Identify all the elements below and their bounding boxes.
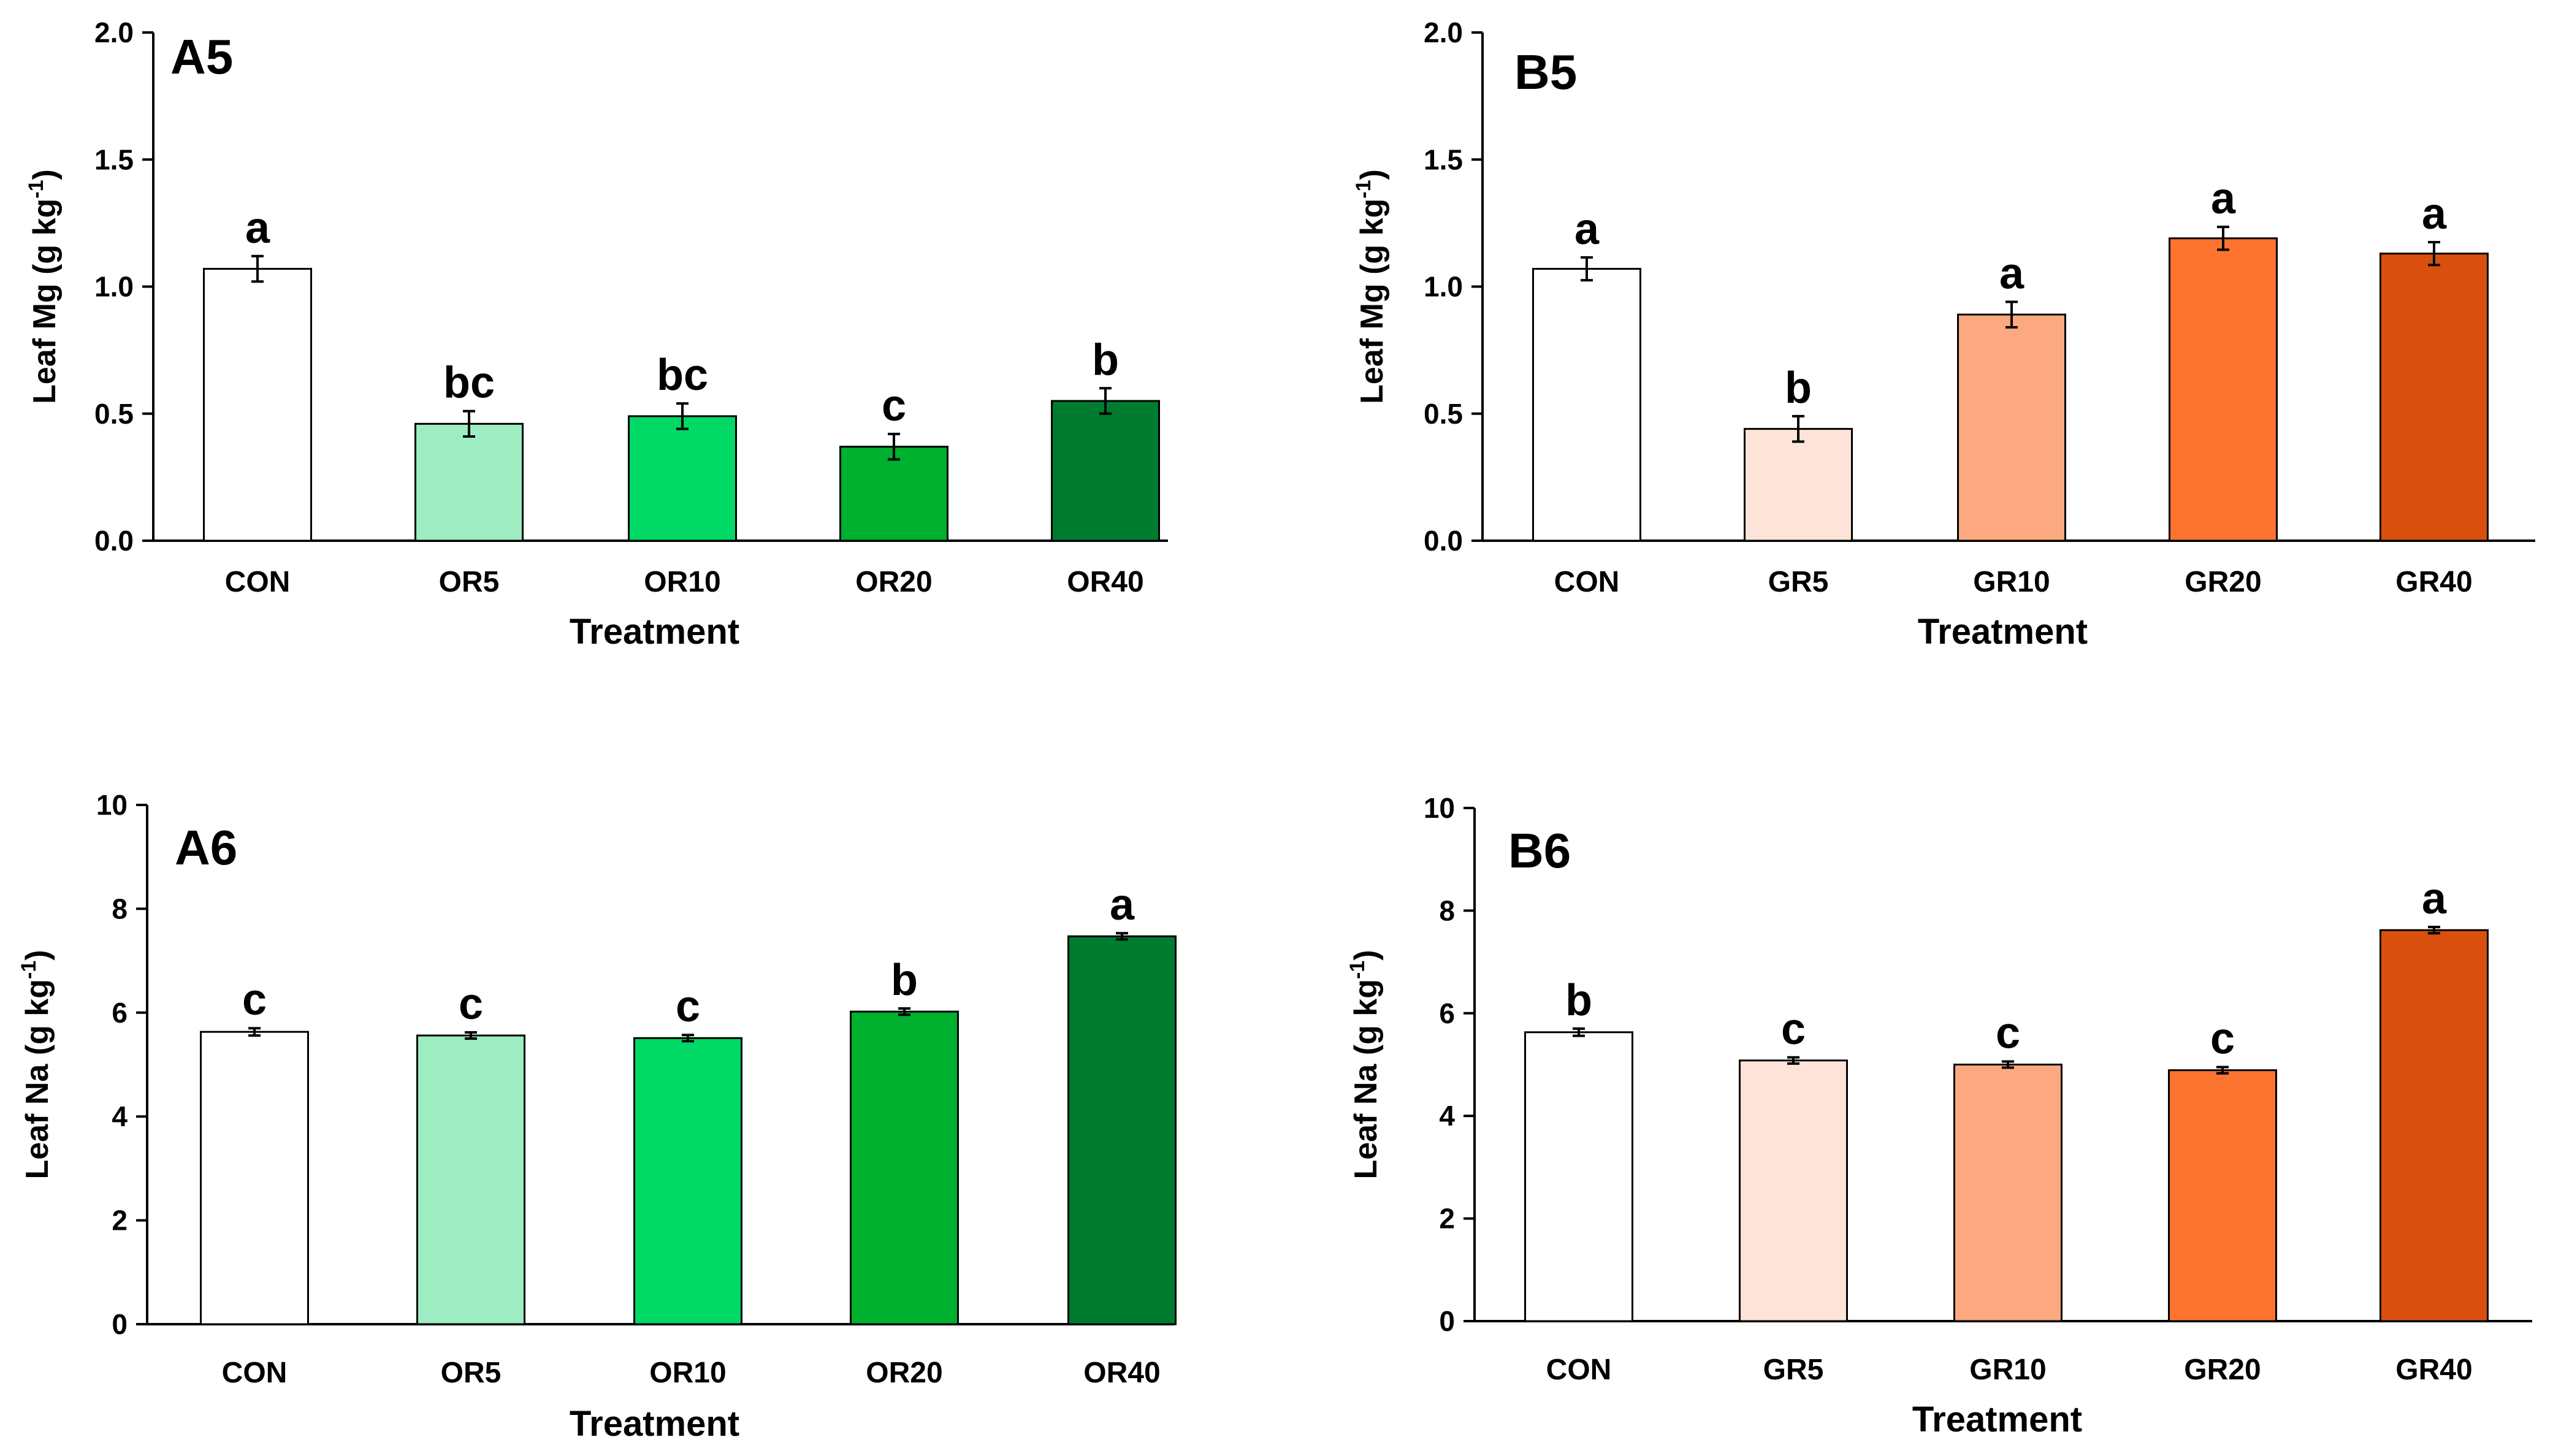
significance-letter: a	[2422, 874, 2447, 923]
panel-label: B5	[1514, 45, 1577, 99]
bar-gr10	[1953, 1064, 2063, 1322]
significance-letter: a	[1574, 205, 1600, 254]
x-axis-title: Treatment	[1918, 612, 2088, 652]
significance-letter: b	[1565, 976, 1592, 1025]
bar-con	[200, 1031, 309, 1325]
y-tick-label: 0.0	[1424, 525, 1463, 557]
panel-label: A6	[175, 820, 237, 875]
x-tick-label: GR20	[2185, 566, 2261, 598]
y-tick-label: 1.5	[1424, 143, 1463, 175]
y-tick-label: 10	[96, 789, 128, 821]
y-tick-label: 0	[1439, 1305, 1455, 1337]
significance-letter: bc	[657, 351, 708, 400]
chart-panel-b5: 0.0 0.5 1.0 1.5 2.0 a CON b GR5 a GR10 a GR20 a GR40 Tr…	[1352, 17, 2535, 652]
x-tick-label: OR20	[855, 566, 932, 598]
y-tick-label: 0.5	[94, 398, 134, 430]
y-tick-label: 0.5	[1424, 398, 1463, 430]
bar-gr10	[1957, 313, 2066, 542]
x-tick-label: OR40	[1083, 1357, 1160, 1389]
y-tick-label: 1.0	[1424, 271, 1463, 303]
bar-gr20	[2169, 237, 2278, 542]
significance-letter: c	[242, 975, 267, 1024]
x-axis-title: Treatment	[570, 1404, 739, 1444]
y-tick-label: 0	[112, 1308, 128, 1340]
significance-letter: b	[1785, 364, 1812, 413]
bar-gr5	[1739, 1059, 1848, 1322]
chart-panel-a6: 0 2 4 6 8 10 c CON c OR5 c OR10 b OR20 a OR40 Treatment L…	[17, 789, 1177, 1444]
y-tick-label: 8	[112, 893, 128, 924]
significance-letter: c	[882, 381, 906, 430]
x-tick-label: GR10	[1969, 1354, 2046, 1386]
y-tick-label: 6	[112, 997, 128, 1029]
y-tick-label: 2	[1439, 1203, 1455, 1235]
y-tick-label: 2.0	[1424, 17, 1463, 48]
y-tick-label: 8	[1439, 894, 1455, 926]
y-axis-title: Leaf Na (g kg-1)	[17, 950, 55, 1179]
y-axis-title: Leaf Mg (g kg-1)	[1352, 169, 1390, 404]
significance-letter: b	[1092, 335, 1119, 384]
y-tick-label: 2.0	[94, 17, 134, 48]
y-axis-title: Leaf Mg (g kg-1)	[25, 169, 63, 404]
bar-or10	[633, 1037, 742, 1325]
x-tick-label: GR40	[2395, 566, 2472, 598]
x-tick-label: CON	[1554, 566, 1620, 598]
x-tick-label: GR20	[2184, 1354, 2261, 1386]
x-tick-label: OR5	[441, 1357, 502, 1389]
y-tick-label: 1.5	[94, 143, 134, 175]
y-tick-label: 6	[1439, 997, 1455, 1029]
bar-or40	[1051, 400, 1160, 542]
y-axis-title: Leaf Na (g kg-1)	[1346, 950, 1384, 1179]
bar-or5	[414, 422, 524, 542]
bar-or20	[839, 446, 948, 542]
y-tick-label: 4	[1439, 1100, 1455, 1132]
bar-or10	[628, 415, 737, 542]
significance-letter: a	[2211, 174, 2236, 223]
x-axis-title: Treatment	[570, 612, 739, 652]
significance-letter: a	[1110, 880, 1135, 929]
x-tick-label: GR5	[1768, 566, 1829, 598]
x-tick-label: OR10	[649, 1357, 726, 1389]
x-axis-title: Treatment	[1912, 1400, 2082, 1439]
significance-letter: a	[245, 204, 270, 253]
significance-letter: b	[891, 956, 918, 1005]
x-tick-label: OR20	[866, 1357, 942, 1389]
x-tick-label: GR5	[1763, 1354, 1824, 1386]
significance-letter: c	[1781, 1005, 1806, 1054]
y-tick-label: 4	[112, 1100, 128, 1132]
significance-letter: c	[2210, 1015, 2235, 1064]
x-tick-label: CON	[1546, 1354, 1612, 1386]
bar-or40	[1067, 935, 1177, 1325]
significance-letter: c	[1996, 1008, 2020, 1058]
significance-letter: bc	[443, 359, 495, 408]
x-tick-label: GR10	[1973, 566, 2050, 598]
panel-label: A5	[170, 29, 233, 84]
panel-label: B6	[1508, 823, 1571, 878]
bar-con	[1532, 267, 1641, 542]
bar-con	[203, 267, 312, 542]
x-tick-label: OR5	[439, 566, 500, 598]
y-tick-label: 10	[1424, 792, 1455, 824]
x-tick-label: CON	[225, 566, 291, 598]
x-tick-label: OR40	[1067, 566, 1143, 598]
significance-letter: a	[2422, 189, 2447, 238]
bar-or20	[850, 1010, 959, 1325]
y-tick-label: 2	[112, 1205, 128, 1237]
chart-panel-a5: 0.0 0.5 1.0 1.5 2.0 a CON bc OR5 bc OR10 c OR20 b OR40…	[25, 17, 1168, 652]
significance-letter: a	[1999, 249, 2024, 298]
significance-letter: c	[676, 982, 700, 1031]
bar-gr40	[2379, 929, 2489, 1322]
x-tick-label: GR40	[2395, 1354, 2472, 1386]
bar-con	[1524, 1031, 1633, 1322]
significance-letter: c	[459, 980, 483, 1029]
y-tick-label: 1.0	[94, 271, 134, 303]
bar-or5	[416, 1034, 525, 1325]
bar-gr20	[2168, 1069, 2277, 1322]
bar-gr5	[1744, 428, 1853, 542]
chart-panel-b6: 0 2 4 6 8 10 b CON c GR5 c GR10 c GR20 a GR40 Treatment L…	[1346, 792, 2532, 1439]
x-tick-label: OR10	[644, 566, 720, 598]
bar-gr40	[2379, 253, 2489, 542]
x-tick-label: CON	[222, 1357, 288, 1389]
y-tick-label: 0.0	[94, 525, 134, 557]
